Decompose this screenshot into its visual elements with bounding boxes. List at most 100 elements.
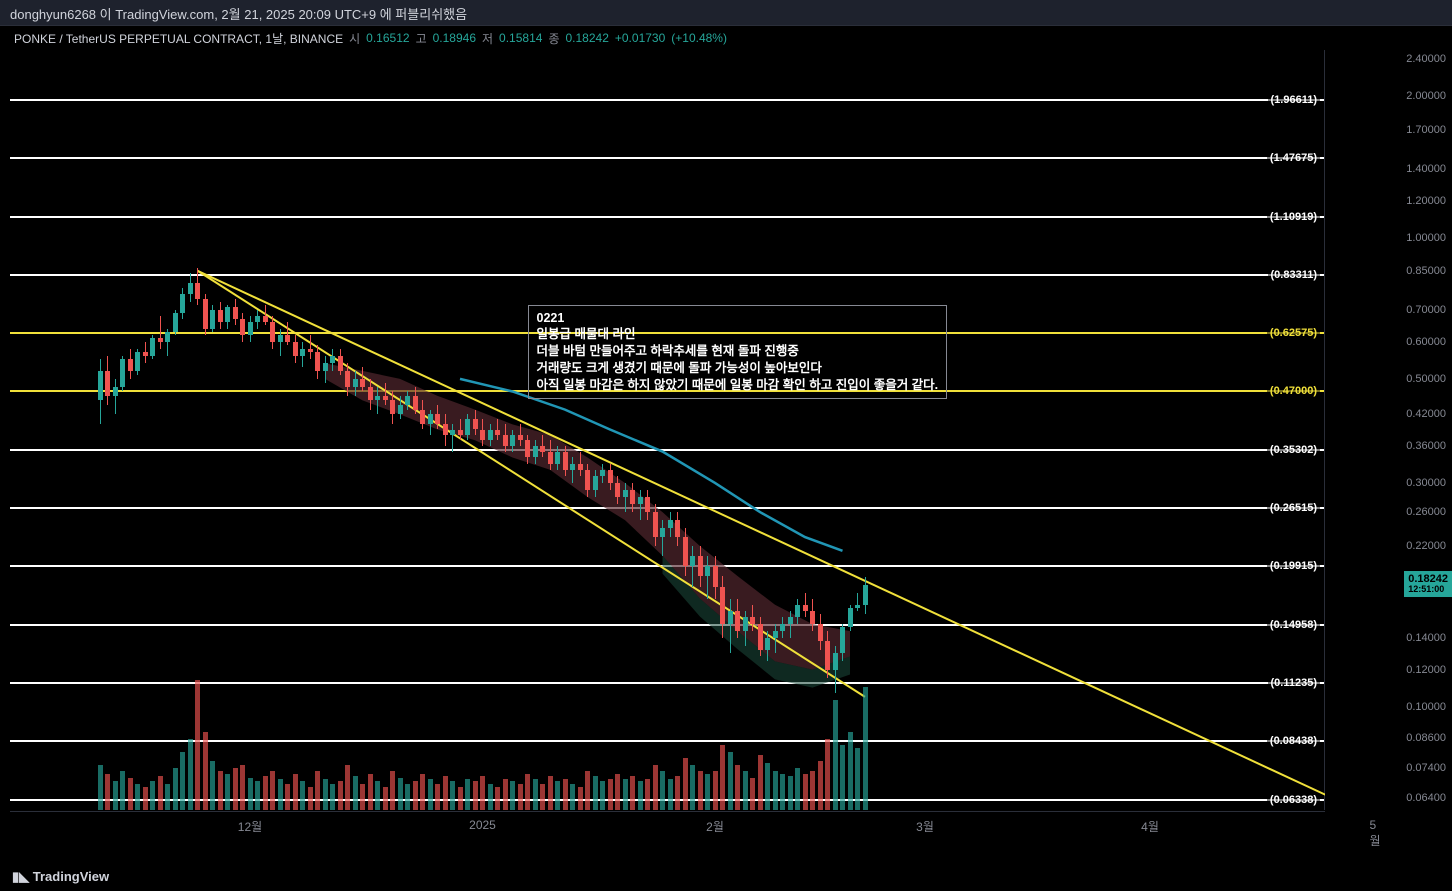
fib-level-line[interactable] <box>10 99 1324 101</box>
candle-body[interactable] <box>113 387 118 396</box>
candle-body[interactable] <box>825 641 830 669</box>
candle-body[interactable] <box>383 396 388 400</box>
candle-body[interactable] <box>338 356 343 371</box>
candle-body[interactable] <box>780 624 785 631</box>
candle-body[interactable] <box>180 294 185 314</box>
candle-body[interactable] <box>818 624 823 641</box>
candle-body[interactable] <box>420 410 425 425</box>
candle-body[interactable] <box>630 490 635 505</box>
candle-body[interactable] <box>345 371 350 387</box>
candle-body[interactable] <box>360 379 365 387</box>
candle-body[interactable] <box>833 653 838 669</box>
fib-level-line[interactable] <box>10 449 1324 451</box>
candle-body[interactable] <box>390 400 395 414</box>
candle-body[interactable] <box>758 624 763 650</box>
candle-body[interactable] <box>698 556 703 576</box>
candle-body[interactable] <box>803 605 808 611</box>
candle-body[interactable] <box>165 332 170 342</box>
candle-body[interactable] <box>428 414 433 424</box>
candle-body[interactable] <box>510 435 515 446</box>
candle-body[interactable] <box>555 452 560 464</box>
candle-body[interactable] <box>578 464 583 470</box>
candle-body[interactable] <box>720 587 725 624</box>
candle-body[interactable] <box>98 371 103 400</box>
candle-body[interactable] <box>210 310 215 328</box>
candle-body[interactable] <box>323 363 328 371</box>
fib-level-line[interactable] <box>10 157 1324 159</box>
candle-body[interactable] <box>675 520 680 537</box>
candle-body[interactable] <box>173 313 178 332</box>
candle-body[interactable] <box>473 419 478 429</box>
candle-body[interactable] <box>120 359 125 387</box>
candle-body[interactable] <box>450 430 455 435</box>
fib-level-line[interactable] <box>10 624 1324 626</box>
candle-body[interactable] <box>248 322 253 335</box>
candle-body[interactable] <box>270 322 275 341</box>
candle-body[interactable] <box>750 617 755 624</box>
candle-body[interactable] <box>518 435 523 440</box>
candle-body[interactable] <box>548 452 553 464</box>
candle-body[interactable] <box>188 283 193 293</box>
candle-body[interactable] <box>443 424 448 434</box>
candle-body[interactable] <box>263 316 268 322</box>
candle-body[interactable] <box>375 396 380 400</box>
candle-body[interactable] <box>638 497 643 504</box>
candle-body[interactable] <box>158 338 163 341</box>
candle-body[interactable] <box>465 419 470 434</box>
candle-body[interactable] <box>810 611 815 624</box>
chart-container[interactable]: (1.96611)(1.47675)(1.10919)(0.83311)(0.6… <box>0 50 1452 841</box>
candle-body[interactable] <box>773 631 778 638</box>
fib-level-line[interactable] <box>10 216 1324 218</box>
candle-body[interactable] <box>413 396 418 410</box>
candle-body[interactable] <box>525 440 530 457</box>
candle-body[interactable] <box>600 470 605 476</box>
candle-body[interactable] <box>495 430 500 435</box>
analysis-annotation[interactable]: 0221 일봉급 매물대 라인 더블 바텀 만들어주고 하락추세를 현재 돌파 … <box>528 305 948 399</box>
candle-body[interactable] <box>705 566 710 576</box>
candle-body[interactable] <box>765 638 770 650</box>
candle-body[interactable] <box>480 430 485 441</box>
candle-body[interactable] <box>405 396 410 405</box>
fib-level-line[interactable] <box>10 565 1324 567</box>
candle-body[interactable] <box>840 627 845 653</box>
candle-body[interactable] <box>150 338 155 355</box>
candle-body[interactable] <box>488 430 493 441</box>
candle-body[interactable] <box>608 470 613 483</box>
candle-body[interactable] <box>593 476 598 490</box>
candle-body[interactable] <box>240 319 245 335</box>
candle-body[interactable] <box>135 352 140 371</box>
candle-body[interactable] <box>203 299 208 329</box>
candle-body[interactable] <box>233 307 238 319</box>
candle-body[interactable] <box>218 310 223 322</box>
candle-body[interactable] <box>278 335 283 342</box>
candle-body[interactable] <box>690 556 695 566</box>
candle-body[interactable] <box>585 470 590 490</box>
candle-body[interactable] <box>128 359 133 370</box>
candle-body[interactable] <box>225 307 230 322</box>
candle-body[interactable] <box>743 617 748 631</box>
candle-body[interactable] <box>255 316 260 322</box>
candle-body[interactable] <box>300 349 305 356</box>
candle-body[interactable] <box>645 497 650 512</box>
candle-body[interactable] <box>368 387 373 400</box>
candle-body[interactable] <box>623 490 628 497</box>
candle-body[interactable] <box>315 352 320 371</box>
candle-body[interactable] <box>728 611 733 624</box>
candle-body[interactable] <box>458 430 463 435</box>
candle-body[interactable] <box>863 585 868 605</box>
candle-body[interactable] <box>330 356 335 363</box>
candle-body[interactable] <box>848 608 853 626</box>
candle-body[interactable] <box>713 566 718 587</box>
candle-body[interactable] <box>615 483 620 497</box>
candle-body[interactable] <box>855 605 860 609</box>
candle-body[interactable] <box>143 352 148 356</box>
fib-level-line[interactable] <box>10 274 1324 276</box>
candle-body[interactable] <box>308 349 313 353</box>
candle-body[interactable] <box>195 283 200 299</box>
candle-body[interactable] <box>540 446 545 452</box>
candle-body[interactable] <box>353 379 358 387</box>
candle-body[interactable] <box>683 537 688 565</box>
candle-body[interactable] <box>735 611 740 631</box>
candle-body[interactable] <box>503 435 508 446</box>
candle-body[interactable] <box>788 617 793 624</box>
